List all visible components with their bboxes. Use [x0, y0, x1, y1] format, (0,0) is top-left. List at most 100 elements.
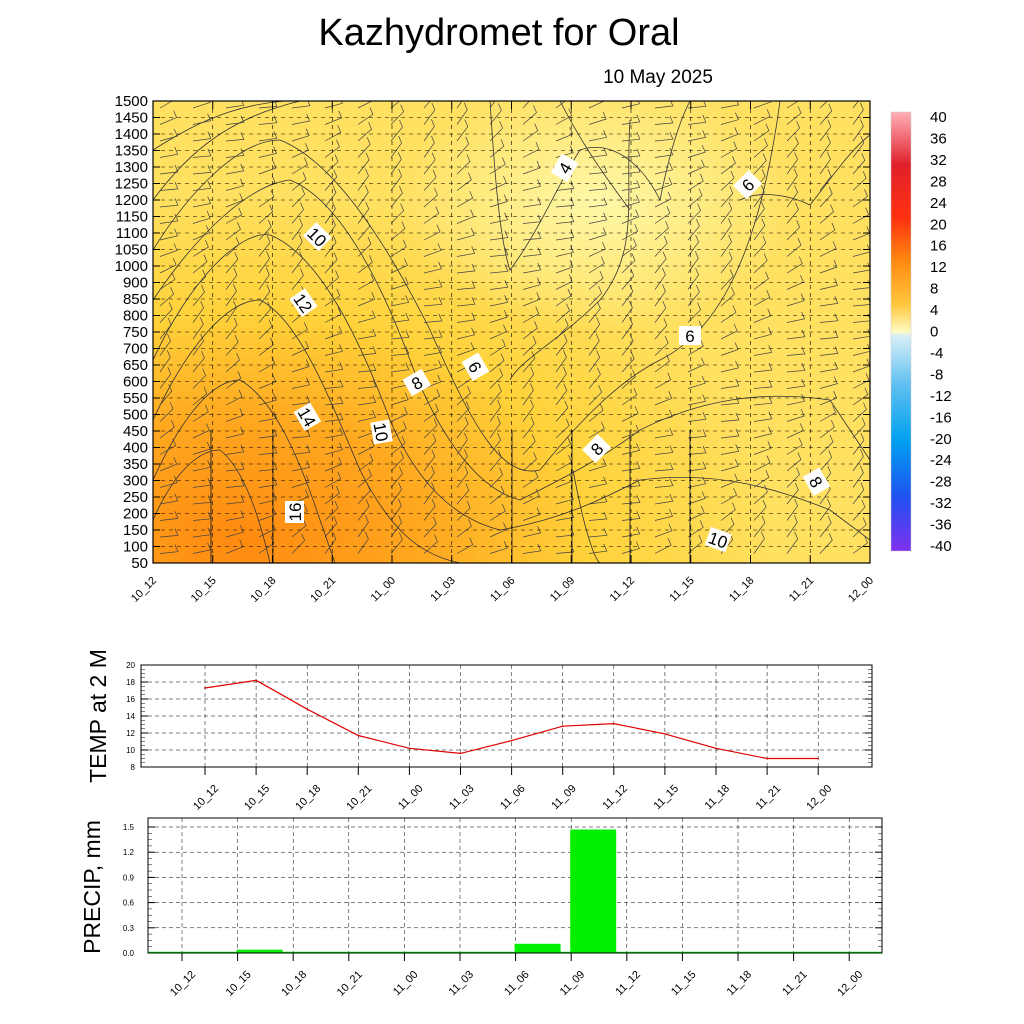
- wind-barb: [489, 338, 506, 356]
- colorbar-tick-label: 32: [930, 152, 947, 169]
- wind-barb: [786, 152, 799, 175]
- colorbar-tick-label: 0: [930, 324, 938, 341]
- wind-barb: [852, 465, 864, 488]
- wind-barb: [852, 313, 870, 323]
- temp-ytick-label: 14: [126, 712, 135, 721]
- wind-barb: [324, 125, 342, 142]
- wind-barb: [621, 268, 635, 290]
- wind-barb: [423, 297, 443, 307]
- wind-barb: [786, 120, 801, 142]
- wind-barb: [753, 379, 773, 389]
- wind-barb: [258, 101, 278, 109]
- heat-ytick-label: 700: [123, 341, 148, 358]
- wind-barb: [324, 427, 344, 439]
- temp-xtick-label: 10_21: [344, 783, 374, 813]
- wind-barb: [390, 330, 410, 340]
- wind-barb: [720, 487, 738, 505]
- colorbar-tick-label: -24: [930, 452, 952, 469]
- wind-barb: [588, 333, 600, 356]
- wind-barb: [687, 491, 706, 505]
- wind-barb: [456, 297, 476, 307]
- wind-barb: [324, 169, 338, 191]
- wind-barb: [357, 292, 376, 307]
- wind-barb: [588, 317, 601, 340]
- wind-barb: [720, 360, 739, 373]
- wind-barb: [291, 460, 311, 472]
- heat-xtick-label: 12_00: [846, 575, 876, 605]
- contour-label-bg: [285, 501, 304, 523]
- heat-ytick-label: 1500: [115, 93, 148, 110]
- contour-line: [739, 134, 870, 206]
- wind-barb: [291, 429, 311, 439]
- wind-barb: [720, 201, 733, 224]
- temp-xtick-label: 10_15: [242, 783, 272, 813]
- heat-ytick-label: 800: [123, 308, 148, 325]
- wind-barb: [423, 101, 431, 109]
- wind-barb: [192, 386, 208, 406]
- wind-barb: [588, 285, 603, 307]
- wind-barb: [159, 333, 171, 356]
- wind-barb: [621, 238, 637, 257]
- wind-barb: [786, 531, 799, 554]
- wind-barb: [357, 453, 374, 472]
- wind-barb: [555, 318, 569, 340]
- wind-barb: [852, 102, 864, 125]
- wind-barb: [324, 471, 342, 488]
- wind-barb: [159, 350, 171, 373]
- wind-barb: [588, 421, 605, 439]
- wind-barb: [390, 135, 403, 158]
- wind-barb: [819, 169, 832, 191]
- wind-barb: [357, 468, 372, 488]
- wind-barb: [291, 128, 310, 142]
- wind-barb: [225, 462, 245, 472]
- wind-barb: [357, 107, 374, 125]
- wind-barb: [720, 251, 733, 274]
- wind-barb: [753, 441, 772, 455]
- wind-barb: [819, 533, 833, 554]
- wind-barb: [522, 543, 542, 554]
- wind-barb: [687, 445, 707, 455]
- wind-barb: [621, 369, 636, 389]
- wind-barb: [621, 253, 636, 274]
- contour-label-text: 16: [286, 503, 305, 522]
- wind-barb: [522, 142, 540, 158]
- temp-xtick-label: 11_03: [447, 783, 477, 813]
- heat-ytick-label: 400: [123, 440, 148, 457]
- wind-barb: [786, 220, 801, 241]
- wind-barb: [423, 374, 442, 389]
- wind-barb: [786, 238, 802, 257]
- wind-barb: [357, 363, 377, 373]
- wind-barb: [225, 525, 244, 538]
- wind-barb: [588, 458, 607, 472]
- wind-barb: [159, 287, 175, 307]
- temp-point: [459, 752, 462, 755]
- wind-barb: [357, 410, 376, 422]
- wind-barb: [324, 362, 344, 373]
- wind-barb: [621, 478, 641, 488]
- temp-point: [306, 708, 309, 710]
- precip-ytick-label: 0.9: [123, 873, 135, 882]
- wind-barb: [819, 259, 838, 274]
- wind-barb: [357, 310, 376, 323]
- contour-line: [153, 101, 781, 472]
- wind-barb: [687, 251, 699, 274]
- colorbar-tick-label: -4: [930, 345, 943, 362]
- wind-barb: [720, 502, 736, 521]
- wind-barb: [819, 434, 834, 455]
- temp-point: [204, 687, 206, 689]
- wind-barb: [588, 111, 607, 125]
- wind-barb: [687, 101, 707, 109]
- wind-barb: [654, 372, 672, 389]
- wind-barb: [390, 466, 403, 488]
- heat-ytick-label: 1400: [115, 126, 148, 143]
- wind-barb: [159, 457, 178, 472]
- contour-line: [153, 379, 336, 563]
- wind-barb: [324, 110, 343, 125]
- wind-barb: [753, 345, 773, 356]
- wind-barb: [621, 495, 641, 505]
- contour-label-bg: [402, 368, 432, 397]
- wind-barb: [324, 500, 339, 521]
- wind-barb: [522, 488, 540, 505]
- wind-barb: [687, 520, 704, 538]
- wind-barb: [423, 345, 443, 356]
